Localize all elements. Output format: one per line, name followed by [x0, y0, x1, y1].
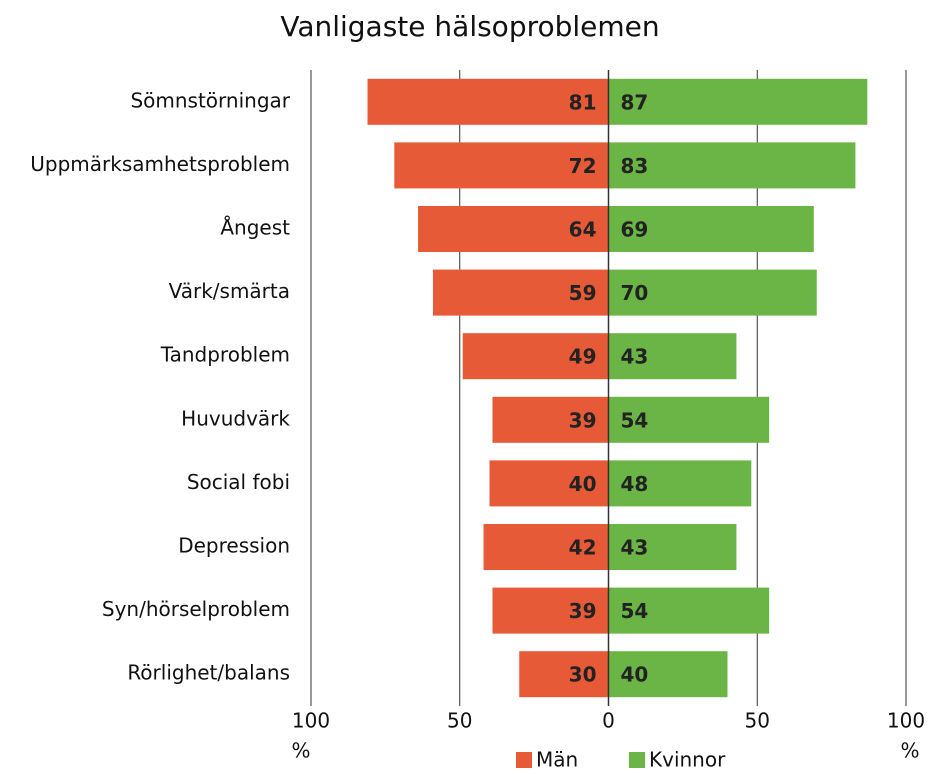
category-label: Rörlighet/balans: [127, 661, 290, 685]
bar: [432, 269, 609, 316]
bar: [608, 460, 752, 507]
legend-swatch: [629, 752, 645, 768]
value-label: 87: [621, 90, 649, 114]
bar: [489, 460, 609, 507]
value-label: 49: [569, 345, 597, 369]
value-label: 39: [569, 408, 597, 432]
bar: [608, 396, 770, 443]
x-axis-unit: %: [900, 739, 919, 763]
bar: [367, 78, 609, 125]
bar: [394, 142, 609, 189]
value-label: 40: [621, 663, 649, 687]
category-label: Depression: [178, 534, 290, 558]
category-label: Sömnstörningar: [130, 88, 290, 112]
bar: [608, 587, 770, 634]
bar: [483, 524, 609, 570]
legend-label: Kvinnor: [649, 748, 726, 772]
value-label: 54: [621, 599, 649, 623]
legend-swatch: [516, 752, 532, 768]
value-label: 30: [569, 663, 597, 687]
category-label: Huvudvärk: [181, 406, 290, 430]
value-label: 48: [621, 472, 649, 496]
value-label: 59: [569, 281, 597, 305]
x-tick-label: 100: [292, 709, 330, 733]
category-label: Ångest: [220, 216, 290, 240]
value-label: 83: [621, 154, 649, 178]
x-tick-label: 100: [887, 709, 925, 733]
category-label: Social fobi: [187, 470, 290, 494]
bar: [608, 651, 728, 698]
legend-label: Män: [536, 748, 578, 772]
bar: [462, 333, 609, 380]
bar: [608, 524, 737, 570]
value-label: 72: [569, 154, 597, 178]
bar: [608, 333, 737, 380]
bar: [608, 142, 856, 189]
bar: [418, 206, 609, 252]
bar: [519, 651, 609, 698]
value-label: 43: [621, 345, 649, 369]
x-tick-label: 50: [447, 709, 472, 733]
value-label: 40: [569, 472, 597, 496]
category-label: Syn/hörselproblem: [102, 597, 290, 621]
value-label: 70: [621, 281, 649, 305]
value-label: 64: [569, 218, 597, 242]
value-label: 54: [621, 408, 649, 432]
category-label: Uppmärksamhetsproblem: [30, 152, 290, 176]
category-label: Tandproblem: [160, 343, 290, 367]
chart-title: Vanligaste hälsoproblemen: [280, 10, 659, 43]
value-label: 39: [569, 599, 597, 623]
bar: [608, 269, 817, 316]
bar: [608, 206, 814, 252]
bar: [492, 587, 609, 634]
value-label: 42: [569, 536, 597, 560]
x-axis-unit: %: [291, 739, 310, 763]
value-label: 81: [569, 90, 597, 114]
category-label: Värk/smärta: [169, 279, 290, 303]
x-tick-label: 50: [745, 709, 770, 733]
value-label: 69: [621, 218, 649, 242]
x-tick-label: 0: [602, 709, 615, 733]
bar: [492, 396, 609, 443]
value-label: 43: [621, 536, 649, 560]
bar: [608, 78, 868, 125]
